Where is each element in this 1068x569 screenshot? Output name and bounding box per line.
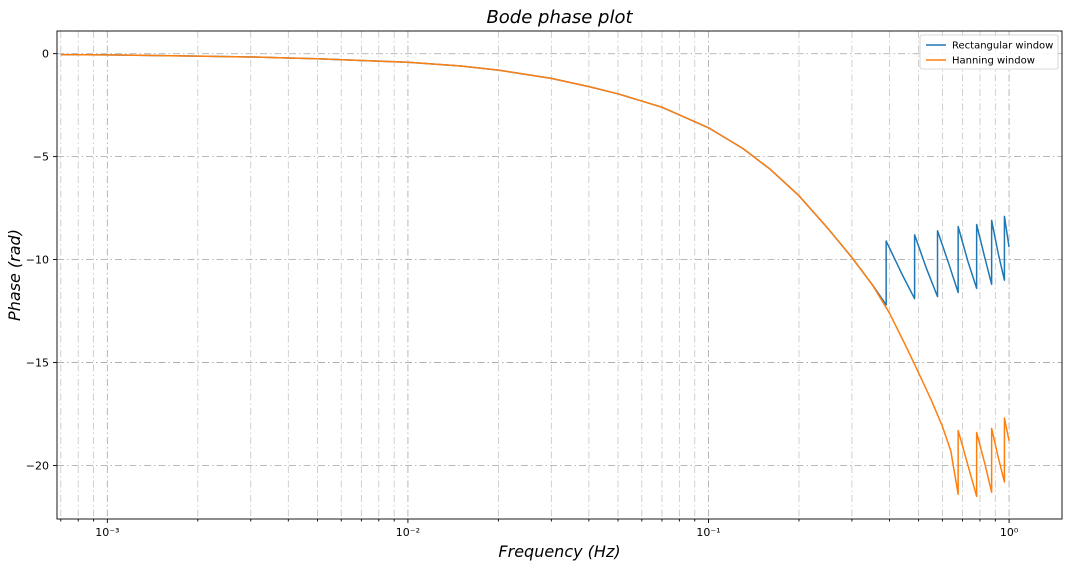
legend-label: Rectangular window — [952, 41, 1053, 52]
legend-box — [919, 34, 1059, 70]
series-line-hanning — [60, 53, 1010, 498]
legend: Rectangular window Hanning window — [919, 34, 1059, 70]
chart-title: Bode phase plot — [486, 7, 633, 28]
y-tick-label: 0 — [42, 48, 49, 61]
y-axis-label: Phase (rad) — [5, 229, 24, 321]
y-tick-label: −5 — [33, 151, 49, 164]
y-tick-label: −15 — [26, 357, 49, 370]
x-axis-label: Frequency (Hz) — [498, 542, 620, 561]
axis-ticks: 0 −5 −10 −15 −20 10⁻³ 10⁻² 10⁻¹ 10⁰ — [26, 48, 1019, 539]
grid — [57, 31, 1062, 519]
plot-frame — [56, 30, 1063, 520]
legend-label: Hanning window — [952, 56, 1035, 67]
y-tick-label: −10 — [26, 254, 49, 267]
series-group — [60, 53, 1010, 498]
x-tick-label: 10⁻³ — [95, 526, 119, 539]
x-tick-label: 10⁰ — [1000, 526, 1019, 539]
x-tick-label: 10⁻¹ — [696, 526, 720, 539]
x-tick-label: 10⁻² — [396, 526, 420, 539]
y-tick-label: −20 — [26, 459, 49, 472]
